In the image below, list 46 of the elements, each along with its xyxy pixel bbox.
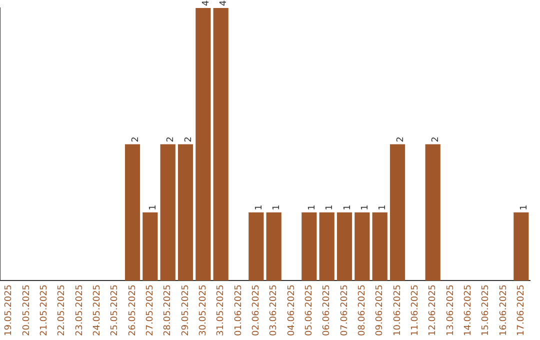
data-label: 2 <box>166 136 176 142</box>
x-tick-label: 23.05.2025 <box>74 284 85 336</box>
x-tick-label: 15.06.2025 <box>481 284 492 336</box>
x-tick-label: 11.06.2025 <box>410 284 421 336</box>
data-label: 1 <box>360 204 371 210</box>
data-label: 4 <box>202 0 212 6</box>
data-label: 1 <box>272 204 282 210</box>
data-label: 1 <box>520 204 530 210</box>
x-tick-label: 17.06.2025 <box>516 284 527 336</box>
x-tick-label: 07.06.2025 <box>340 284 350 336</box>
x-tick-label: 30.05.2025 <box>198 284 209 336</box>
x-tick-label: 04.06.2025 <box>286 284 297 336</box>
data-label: 1 <box>325 204 336 210</box>
x-tick-label: 14.06.2025 <box>464 284 474 336</box>
data-label: 1 <box>254 204 265 210</box>
data-label: 1 <box>308 204 318 210</box>
x-tick-label: 27.05.2025 <box>146 284 156 336</box>
x-tick-label: 20.05.2025 <box>22 284 32 336</box>
x-tick-label: 02.06.2025 <box>252 284 262 336</box>
x-tick-label: 12.06.2025 <box>428 284 438 336</box>
x-tick-label: 21.05.2025 <box>40 284 50 336</box>
x-tick-label: 19.05.2025 <box>4 284 14 336</box>
x-tick-label: 28.05.2025 <box>163 284 174 336</box>
x-tick-label: 05.06.2025 <box>304 284 315 336</box>
x-tick-label: 25.05.2025 <box>110 284 120 336</box>
x-tick-label: 13.06.2025 <box>446 284 456 336</box>
x-tick-label: 31.05.2025 <box>216 284 226 336</box>
x-tick-label: 10.06.2025 <box>392 284 403 336</box>
data-label: 2 <box>431 136 442 142</box>
x-tick-label: 26.05.2025 <box>128 284 138 336</box>
x-tick-label: 01.06.2025 <box>234 284 244 336</box>
data-label: 2 <box>184 136 194 142</box>
x-tick-label: 03.06.2025 <box>269 284 280 336</box>
x-tick-label: 09.06.2025 <box>375 284 386 336</box>
x-tick-label: 24.05.2025 <box>92 284 103 336</box>
data-label: 1 <box>148 204 159 210</box>
x-tick-label: 22.05.2025 <box>57 284 68 336</box>
x-tick-label: 08.06.2025 <box>358 284 368 336</box>
data-label: 4 <box>219 0 230 6</box>
x-tick-label: 29.05.2025 <box>180 284 191 336</box>
data-label: 2 <box>130 136 141 142</box>
x-tick-label: 06.06.2025 <box>322 284 332 336</box>
data-label: 1 <box>378 204 388 210</box>
data-label: 2 <box>396 136 406 142</box>
x-tick-label: 16.06.2025 <box>498 284 509 336</box>
data-label: 1 <box>342 204 353 210</box>
